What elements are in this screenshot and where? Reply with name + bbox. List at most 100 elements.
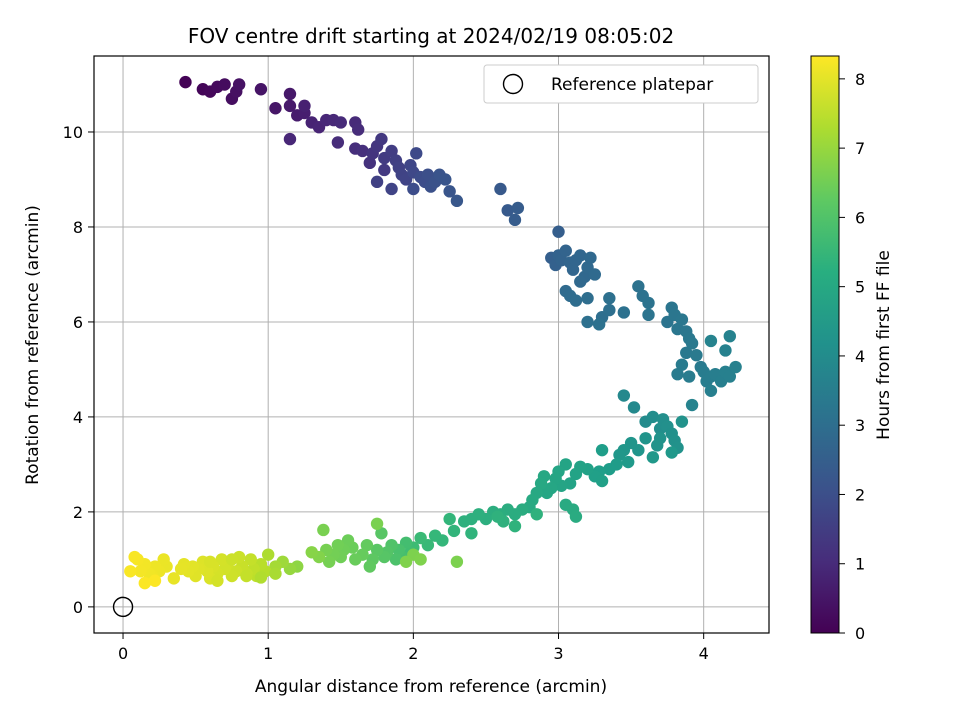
data-point — [508, 519, 522, 533]
data-point — [356, 144, 369, 158]
data-point — [540, 486, 554, 500]
data-point — [341, 534, 355, 547]
data-point — [588, 268, 602, 281]
data-point — [447, 524, 461, 538]
data-point — [443, 512, 456, 526]
data-point — [269, 102, 282, 115]
data-point — [581, 315, 594, 329]
y-tick-label: 8 — [73, 218, 83, 237]
data-point — [457, 515, 471, 528]
y-tick-label: 4 — [73, 408, 83, 427]
data-point — [508, 213, 522, 227]
reference-marker-group — [112, 596, 134, 618]
data-point — [603, 303, 616, 317]
data-point — [603, 462, 616, 476]
data-point — [254, 571, 268, 584]
y-tick-label: 10 — [63, 123, 83, 142]
data-point — [283, 132, 297, 146]
data-point — [566, 263, 580, 276]
legend-marker-icon — [502, 73, 524, 95]
data-point — [685, 337, 699, 350]
colorbar-tick-label: 3 — [855, 416, 865, 435]
data-point — [167, 572, 181, 585]
colorbar-gradient — [810, 55, 840, 634]
data-point — [225, 553, 239, 566]
data-point — [349, 553, 362, 566]
data-point — [378, 163, 391, 177]
data-point — [351, 123, 365, 136]
data-point — [549, 472, 562, 485]
legend: Reference platepar — [483, 64, 759, 104]
data-point — [305, 546, 318, 559]
data-point — [595, 474, 609, 488]
data-point — [569, 294, 583, 307]
data-point — [211, 574, 224, 587]
data-point — [244, 553, 257, 566]
data-point — [439, 173, 452, 186]
data-point — [261, 548, 275, 561]
data-point — [569, 510, 583, 523]
data-point — [232, 78, 246, 91]
colorbar-tick-label: 8 — [855, 70, 865, 89]
data-point — [534, 477, 548, 490]
data-point — [530, 508, 543, 521]
data-points — [124, 75, 742, 590]
data-point — [501, 204, 514, 217]
data-point — [671, 367, 684, 381]
y-axis-ticks: 0 2 4 6 8 10 — [63, 123, 94, 617]
colorbar-label: Hours from first FF file — [874, 250, 894, 440]
data-point — [179, 75, 192, 89]
data-point — [682, 370, 696, 383]
data-point — [584, 251, 597, 265]
y-tick-label: 2 — [73, 503, 83, 522]
colorbar-tick-label: 0 — [855, 624, 865, 643]
data-point — [491, 510, 504, 523]
data-point — [552, 225, 565, 238]
data-point — [569, 467, 583, 481]
x-tick-label: 0 — [118, 644, 128, 663]
data-point — [465, 527, 478, 540]
data-point — [690, 348, 703, 362]
data-point — [574, 249, 587, 262]
data-point — [360, 538, 374, 552]
chart-title: FOV centre drift starting at 2024/02/19 … — [188, 24, 674, 48]
data-point — [157, 553, 170, 566]
legend-label: Reference platepar — [551, 75, 713, 95]
plot-frame — [93, 55, 770, 634]
data-point — [595, 443, 609, 457]
data-point — [627, 401, 641, 414]
data-point — [370, 517, 384, 530]
data-point — [331, 538, 345, 552]
data-point — [363, 156, 377, 170]
data-point — [269, 567, 282, 580]
data-point — [613, 448, 626, 462]
y-tick-label: 6 — [73, 313, 83, 332]
data-point — [283, 87, 297, 101]
data-point — [298, 99, 311, 113]
data-point — [331, 136, 345, 149]
colorbar-tick-label: 1 — [855, 555, 865, 574]
data-point — [174, 562, 188, 576]
data-point — [370, 543, 384, 557]
data-point — [574, 275, 587, 288]
data-point — [385, 144, 398, 158]
data-point — [414, 531, 427, 545]
data-point — [511, 201, 525, 215]
data-point — [240, 569, 253, 583]
data-point — [685, 398, 699, 412]
data-point — [642, 296, 655, 310]
data-point — [218, 78, 231, 91]
data-point — [729, 360, 742, 374]
data-point — [254, 83, 268, 96]
data-point — [665, 446, 678, 459]
reference-platepar-marker — [112, 596, 134, 618]
data-point — [621, 455, 635, 469]
data-point — [450, 555, 464, 568]
data-point — [134, 565, 147, 578]
data-point — [138, 576, 152, 590]
colorbar-tick-label: 7 — [855, 139, 865, 158]
colorbar-tick-label: 2 — [855, 485, 865, 504]
data-point — [675, 415, 689, 428]
data-point — [450, 194, 464, 208]
x-axis-ticks: 0 1 2 3 4 — [118, 633, 709, 663]
